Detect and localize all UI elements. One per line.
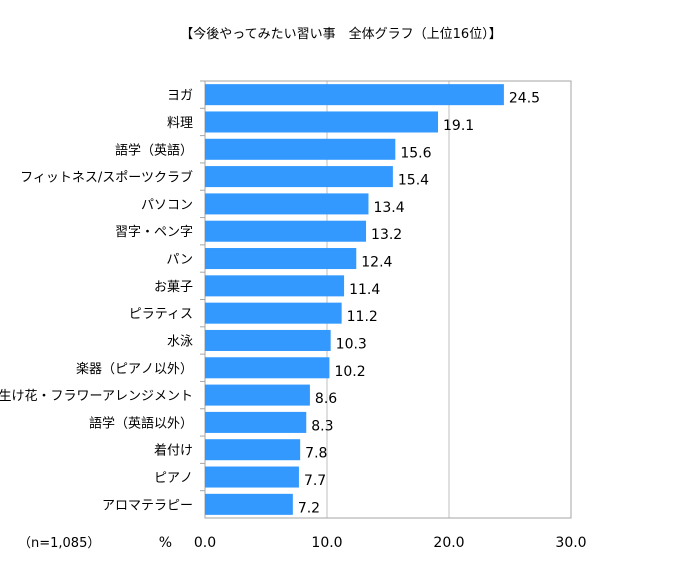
value-label: 7.2 <box>298 500 320 516</box>
x-tick-label: 20.0 <box>433 535 464 551</box>
category-label: 着付け <box>154 443 193 459</box>
bar <box>205 357 330 379</box>
bar <box>205 111 439 133</box>
category-label: 習字・ペン字 <box>115 225 193 240</box>
x-tick-label: 10.0 <box>311 535 342 551</box>
x-tick-label: 0.0 <box>194 535 216 551</box>
value-label: 15.6 <box>400 145 431 161</box>
category-label: 水泳 <box>167 334 193 349</box>
value-label: 8.3 <box>311 418 333 434</box>
category-label: ヨガ <box>167 89 193 104</box>
bar <box>205 411 307 433</box>
category-label: 料理 <box>167 116 193 131</box>
bar <box>205 302 342 324</box>
value-labels: 24.5 19.1 15.6 15.4 13.4 13.2 12.4 11.4 11.2 10.3… <box>298 91 540 517</box>
bar <box>205 466 299 488</box>
sample-size-note: （n=1,085） <box>18 536 100 551</box>
bar <box>205 248 357 270</box>
value-label: 7.7 <box>304 473 326 489</box>
category-label: 楽器（ピアノ以外） <box>76 361 193 377</box>
category-label: 生け花・フラワーアレンジメント <box>0 388 193 404</box>
value-label: 12.4 <box>361 255 392 271</box>
bar <box>205 384 310 406</box>
x-axis-ticks: 0.0 10.0 20.0 30.0 <box>194 535 587 551</box>
x-tick-label: 30.0 <box>555 535 586 551</box>
category-label: 語学（英語） <box>115 142 193 158</box>
category-label: お菓子 <box>154 280 193 295</box>
value-label: 13.4 <box>373 200 404 216</box>
category-label: フィットネス/スポーツクラブ <box>20 170 193 186</box>
category-label: ピアノ <box>154 471 193 486</box>
bar <box>205 275 345 297</box>
category-label: 語学（英語以外） <box>89 415 193 431</box>
value-label: 11.4 <box>349 282 380 298</box>
bar <box>205 329 331 351</box>
chart-title: 【今後やってみたい習い事 全体グラフ（上位16位）】 <box>180 26 501 42</box>
bar <box>205 439 301 461</box>
bar <box>205 493 293 515</box>
value-label: 11.2 <box>347 309 378 325</box>
category-label: ピラティス <box>129 307 193 322</box>
bar <box>205 166 393 188</box>
value-label: 7.8 <box>305 446 327 462</box>
bar <box>205 138 396 160</box>
category-label: アロマテラピー <box>102 498 193 513</box>
value-label: 10.3 <box>336 336 367 352</box>
value-label: 8.6 <box>315 391 337 407</box>
value-label: 10.2 <box>334 364 365 380</box>
bar <box>205 220 367 242</box>
bar <box>205 193 369 215</box>
category-label: パン <box>166 253 193 268</box>
bars <box>205 84 504 515</box>
value-label: 15.4 <box>398 173 429 189</box>
grid <box>200 80 572 519</box>
unit-label: % <box>159 535 172 551</box>
value-label: 24.5 <box>509 91 540 107</box>
value-label: 19.1 <box>443 118 474 134</box>
category-label: パソコン <box>141 198 193 213</box>
bar <box>205 84 504 106</box>
value-label: 13.2 <box>371 227 402 243</box>
